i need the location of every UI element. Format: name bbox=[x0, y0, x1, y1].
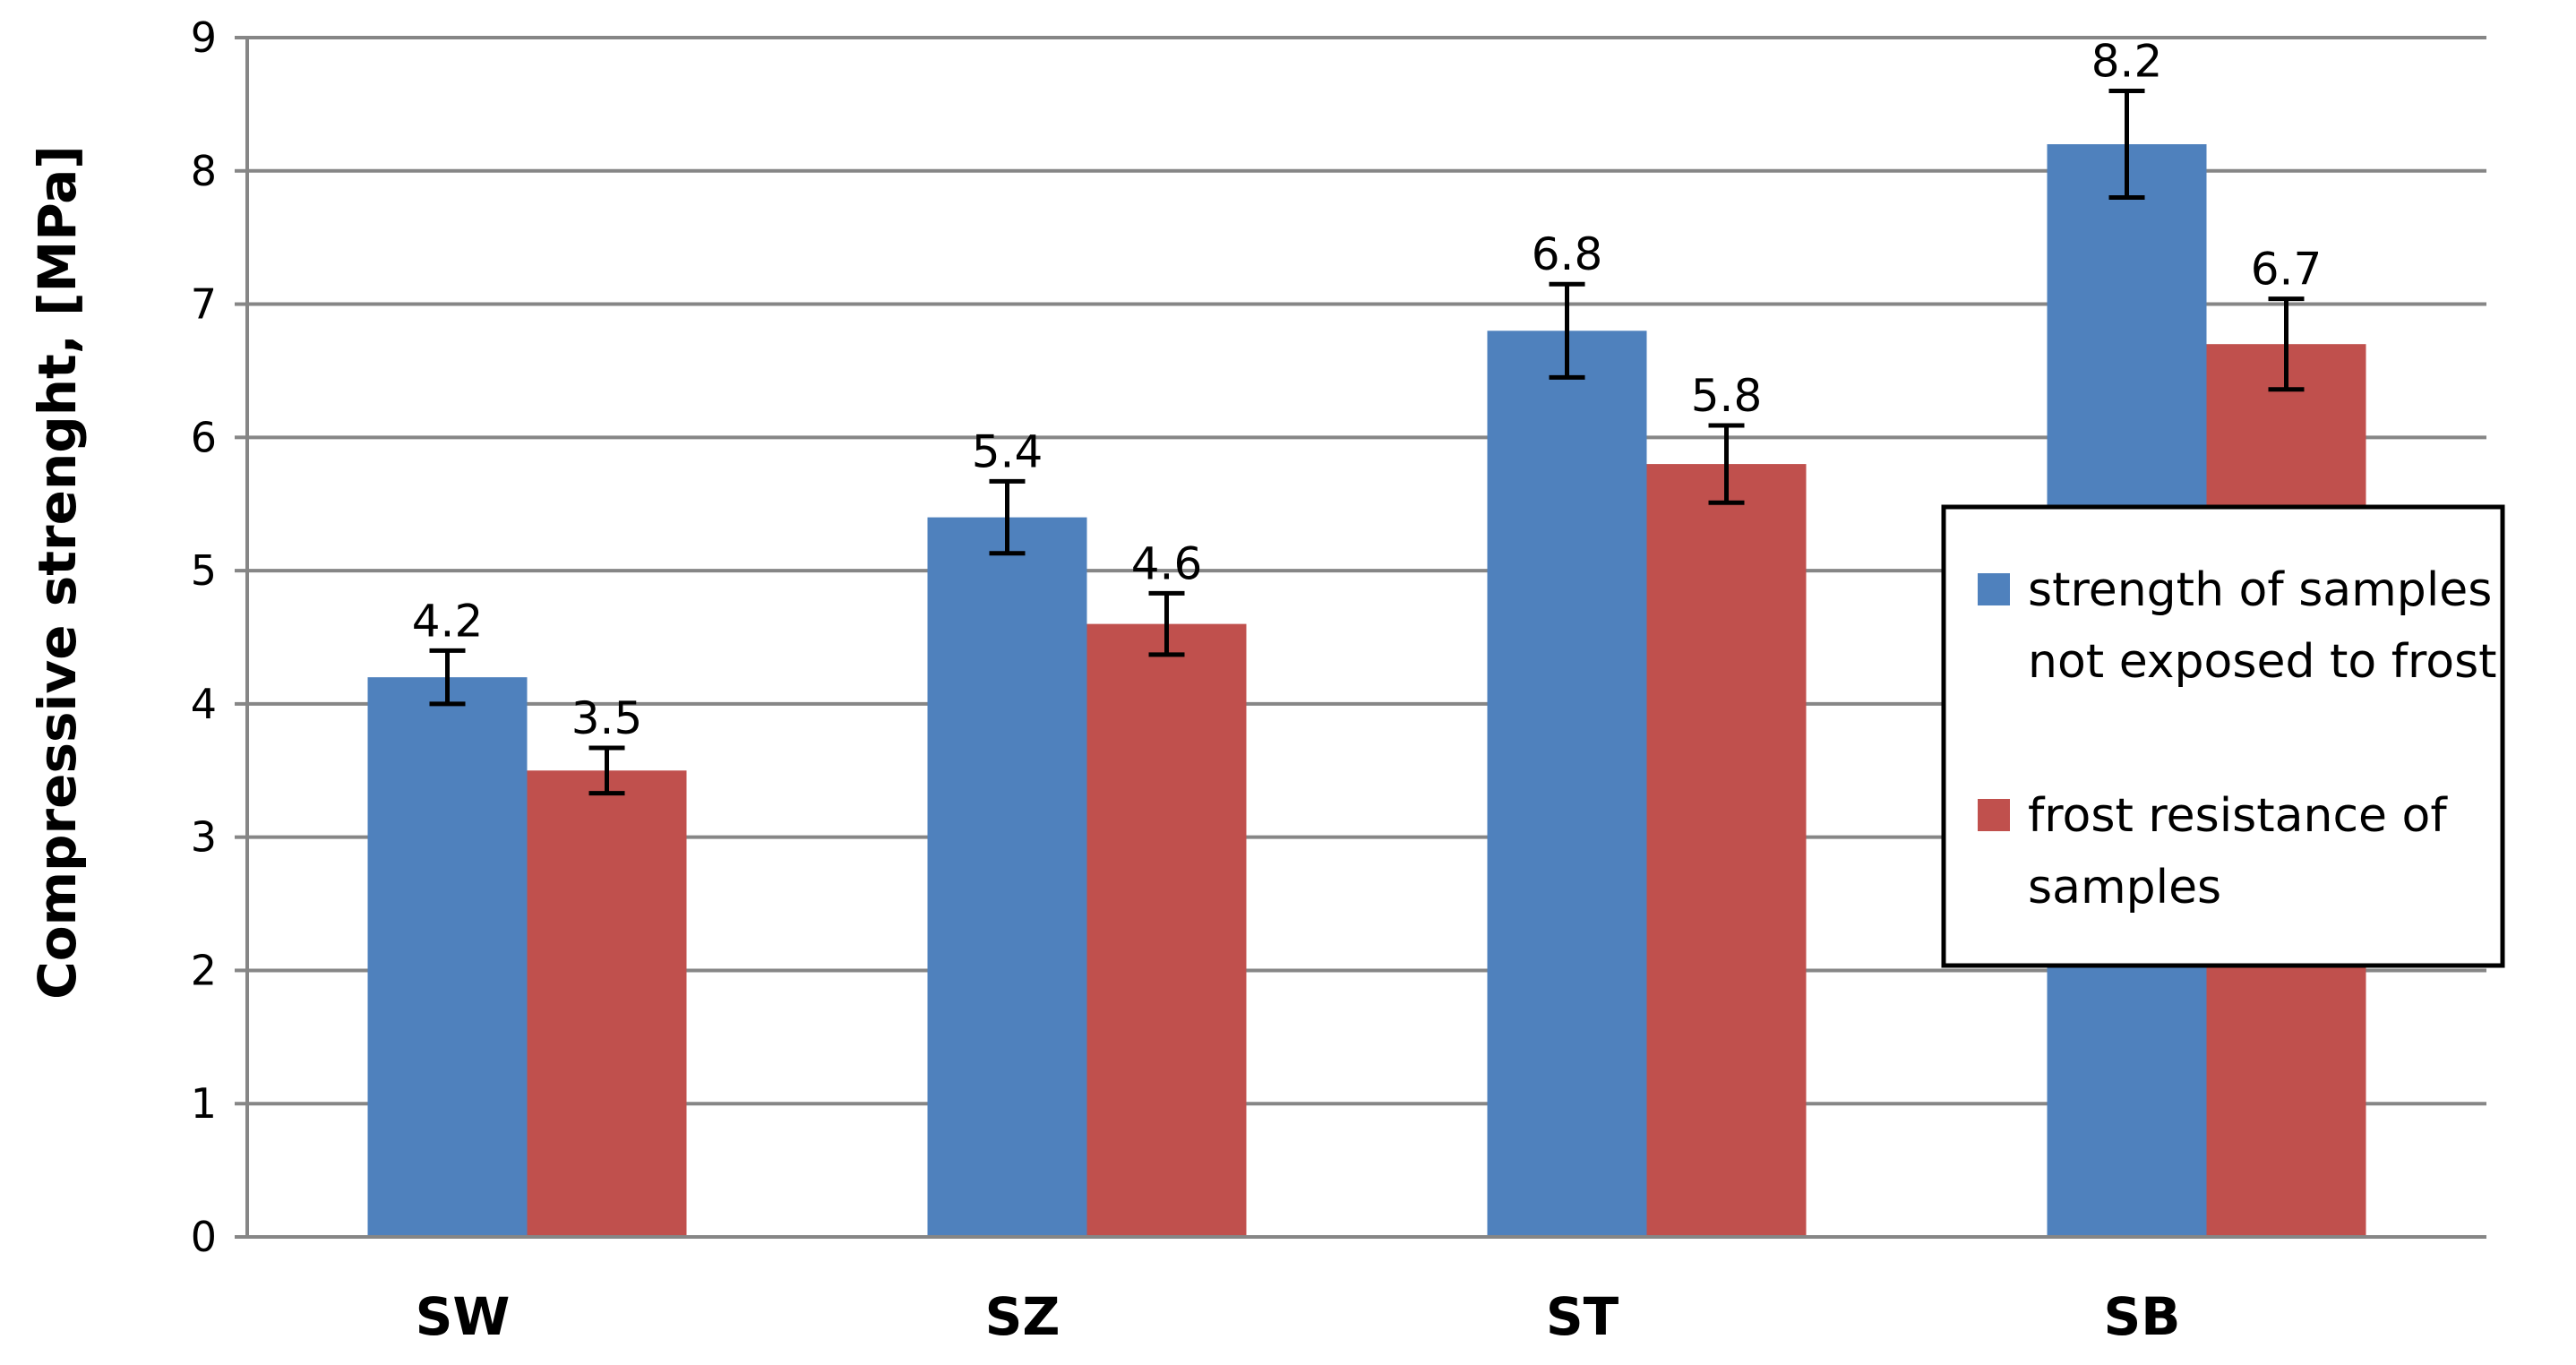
legend-swatch bbox=[1978, 799, 2010, 831]
data-label: 8.2 bbox=[2091, 36, 2163, 88]
data-labels: 4.2 3.5 5.4 4.6 6.8 5.8 8.2 6.7 bbox=[412, 36, 2323, 744]
data-label: 3.5 bbox=[571, 692, 643, 744]
error-bar bbox=[1549, 281, 1585, 380]
y-tick-label: 2 bbox=[191, 946, 217, 994]
data-label: 6.7 bbox=[2251, 244, 2323, 296]
bar-frost-resistance-st bbox=[1646, 464, 1807, 1237]
x-category-label: SZ bbox=[985, 1286, 1060, 1347]
error-bar bbox=[2108, 89, 2145, 201]
y-tick-label: 8 bbox=[191, 147, 217, 195]
y-tick-label: 3 bbox=[191, 813, 217, 862]
legend-swatch bbox=[1978, 573, 2010, 605]
x-category-label: SW bbox=[416, 1286, 511, 1347]
error-bars bbox=[429, 89, 2305, 796]
x-category-label: SB bbox=[2104, 1286, 2181, 1347]
legend-label: not exposed to frost bbox=[2028, 635, 2497, 689]
y-tick-label: 5 bbox=[191, 546, 217, 595]
error-bar bbox=[429, 648, 466, 707]
x-category-label: ST bbox=[1546, 1286, 1619, 1347]
legend-label: strength of samples bbox=[2028, 563, 2492, 617]
data-label: 5.4 bbox=[972, 425, 1043, 477]
y-tick-label: 0 bbox=[191, 1213, 217, 1261]
y-tick-label: 9 bbox=[191, 13, 217, 62]
legend-label: frost resistance of bbox=[2028, 789, 2448, 843]
y-tick-label: 7 bbox=[191, 280, 217, 329]
y-tick-label: 4 bbox=[191, 680, 217, 728]
y-axis-title: Compressive strenght, [MPa] bbox=[27, 145, 88, 1000]
error-bar bbox=[588, 745, 625, 796]
data-label: 4.2 bbox=[412, 595, 484, 647]
data-label: 4.6 bbox=[1131, 537, 1203, 589]
y-tick-label: 1 bbox=[191, 1079, 217, 1128]
y-tick-label: 6 bbox=[191, 413, 217, 461]
legend: strength of samples not exposed to frost f… bbox=[1941, 504, 2505, 968]
legend-entry: strength of samples not exposed to frost bbox=[1978, 563, 2497, 689]
legend-box bbox=[1941, 504, 2505, 968]
bar-not-exposed-sz bbox=[927, 517, 1087, 1237]
bar-not-exposed-sw bbox=[367, 677, 528, 1237]
bar-frost-resistance-sw bbox=[527, 770, 687, 1237]
bar-frost-resistance-sz bbox=[1086, 623, 1247, 1237]
data-label: 6.8 bbox=[1532, 228, 1603, 280]
legend-entry: frost resistance of samples bbox=[1978, 789, 2448, 914]
data-label: 5.8 bbox=[1691, 370, 1763, 422]
error-bar bbox=[1148, 590, 1185, 657]
error-bar bbox=[989, 478, 1026, 556]
axes: 0 1 2 3 4 5 6 7 8 9 SW SZ ST SB bbox=[191, 13, 2486, 1347]
error-bar bbox=[1708, 423, 1745, 505]
error-bar bbox=[2268, 296, 2305, 392]
bar-not-exposed-st bbox=[1487, 331, 1647, 1237]
legend-label: samples bbox=[2028, 861, 2221, 914]
